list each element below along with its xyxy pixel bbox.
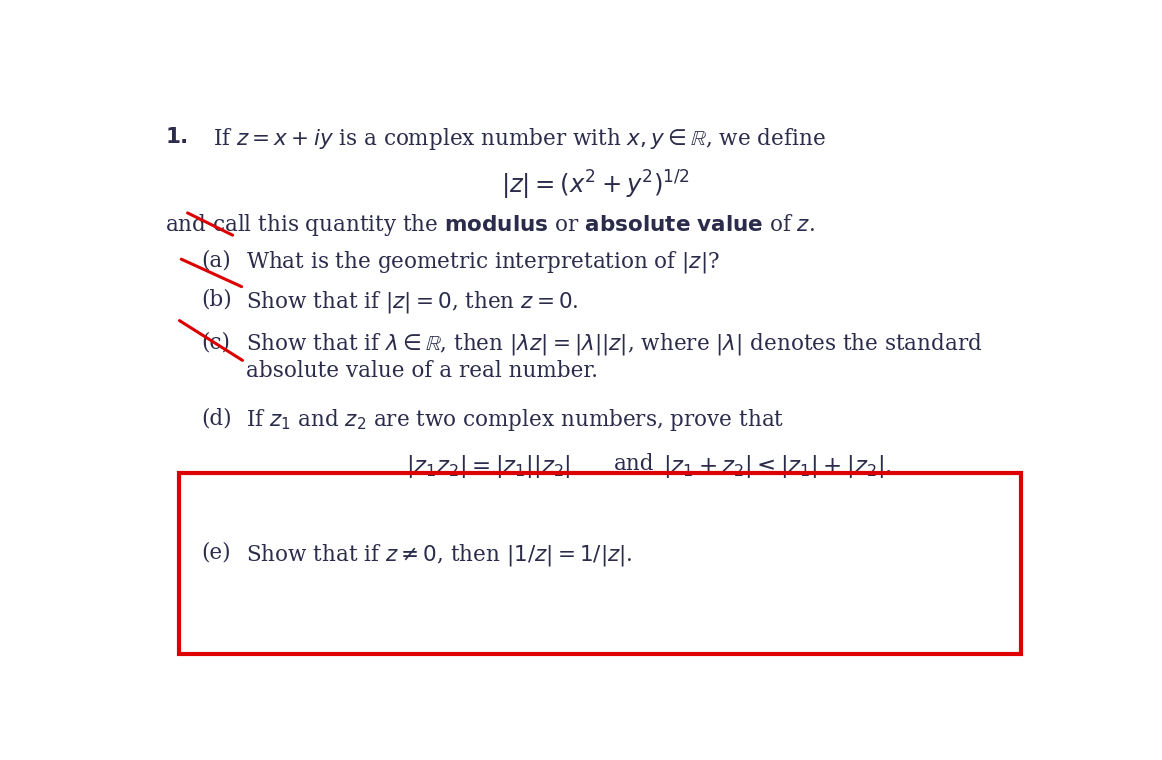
Text: $|z_1 + z_2| \leq |z_1| + |z_2|.$: $|z_1 + z_2| \leq |z_1| + |z_2|.$ — [664, 453, 891, 480]
Text: and: and — [614, 453, 654, 475]
Text: $\mathbf{1.}$: $\mathbf{1.}$ — [165, 126, 188, 148]
Text: Show that if $z \neq 0$, then $|1/z| = 1/|z|$.: Show that if $z \neq 0$, then $|1/z| = 1… — [246, 542, 633, 568]
Text: What is the geometric interpretation of $|z|$?: What is the geometric interpretation of … — [246, 249, 720, 275]
Text: (c): (c) — [201, 331, 230, 353]
Text: (a): (a) — [201, 249, 231, 271]
Text: (d): (d) — [201, 407, 231, 429]
Text: absolute value of a real number.: absolute value of a real number. — [246, 360, 598, 382]
Text: (b): (b) — [201, 289, 232, 311]
Text: (e): (e) — [201, 542, 231, 564]
Text: Show that if $|z| = 0$, then $z = 0$.: Show that if $|z| = 0$, then $z = 0$. — [246, 289, 579, 315]
Text: and call this quantity the $\mathbf{modulus}$ or $\mathbf{absolute\ value}$ of $: and call this quantity the $\mathbf{modu… — [165, 212, 815, 239]
Text: Show that if $\lambda \in \mathbb{R}$, then $|\lambda z| = |\lambda||z|$, where : Show that if $\lambda \in \mathbb{R}$, t… — [246, 331, 983, 357]
Text: $|z_1 z_2| = |z_1||z_2|$: $|z_1 z_2| = |z_1||z_2|$ — [407, 453, 572, 480]
Bar — [179, 473, 1021, 654]
Text: If $z_1$ and $z_2$ are two complex numbers, prove that: If $z_1$ and $z_2$ are two complex numbe… — [246, 407, 784, 433]
Text: If $z = x + iy$ is a complex number with $x, y \in \mathbb{R}$, we define: If $z = x + iy$ is a complex number with… — [213, 126, 825, 152]
Text: $|z| = (x^2 + y^2)^{1/2}$: $|z| = (x^2 + y^2)^{1/2}$ — [501, 169, 690, 201]
